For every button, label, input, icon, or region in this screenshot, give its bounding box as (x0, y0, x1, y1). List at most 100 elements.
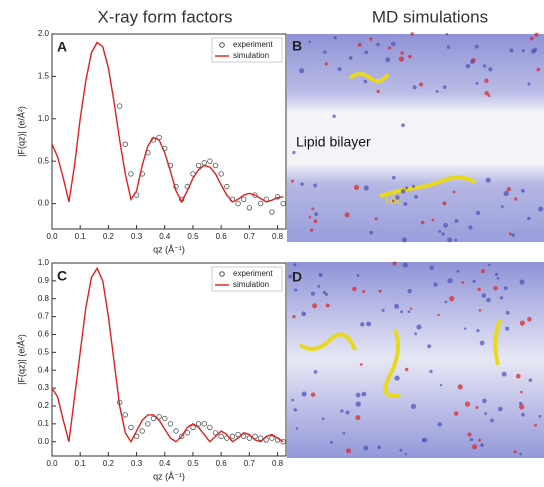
data-point (145, 421, 151, 427)
atom (312, 303, 318, 309)
atom (442, 201, 447, 206)
atom (534, 423, 538, 427)
atom (403, 201, 408, 206)
atom (467, 432, 472, 437)
atom (454, 238, 458, 242)
atom (318, 272, 323, 278)
legend-symbol (219, 271, 225, 277)
atom (404, 453, 408, 456)
atom (308, 215, 312, 219)
atom (308, 40, 311, 44)
data-point (252, 433, 258, 440)
x-tick-label: 0.7 (244, 459, 256, 468)
atom (416, 324, 422, 330)
x-tick-label: 0.3 (131, 232, 143, 241)
atom (418, 82, 424, 87)
legend-symbol (219, 42, 225, 48)
atom (528, 378, 533, 382)
atom (519, 279, 525, 285)
atom (310, 291, 316, 296)
atom (465, 63, 471, 69)
y-tick-label: 1.0 (38, 258, 50, 267)
atom (431, 218, 435, 222)
atom (503, 190, 509, 197)
legend-box (211, 266, 283, 292)
atom (437, 313, 440, 317)
atom (369, 230, 374, 235)
atom (310, 392, 316, 397)
atom (342, 431, 346, 435)
atom (538, 206, 544, 212)
x-tick-label: 0.1 (75, 232, 87, 241)
atom (381, 308, 385, 312)
atom (520, 390, 523, 394)
atom (527, 316, 532, 322)
atom (299, 68, 305, 74)
atom (521, 49, 525, 53)
data-point (122, 412, 129, 418)
atom (377, 445, 382, 449)
panel-label: C (57, 268, 67, 284)
atom (402, 262, 408, 268)
atom (401, 237, 407, 243)
atom (486, 297, 491, 303)
plot-frame (51, 33, 287, 230)
atom (447, 278, 453, 284)
atom (508, 232, 512, 236)
atom (401, 123, 405, 128)
membrane-image (287, 262, 544, 458)
atom (400, 310, 404, 314)
x-axis-label: qz (Å⁻¹) (153, 244, 185, 254)
peptide (348, 72, 390, 84)
panel-label: A (57, 39, 67, 55)
atom (464, 401, 471, 407)
atom (482, 398, 487, 404)
atom (378, 289, 382, 293)
data-point (257, 435, 264, 441)
atom (420, 220, 425, 225)
data-point (280, 439, 286, 445)
x-tick-label: 0.5 (187, 459, 199, 468)
atom (410, 403, 417, 409)
atom (538, 414, 542, 418)
atom (410, 32, 415, 36)
y-tick-label: 2.0 (38, 29, 50, 38)
atom (478, 438, 481, 442)
atom (412, 85, 417, 90)
atom (469, 437, 474, 442)
data-point (122, 141, 129, 147)
data-point (212, 430, 219, 436)
data-point (150, 415, 157, 422)
legend-box (211, 37, 283, 63)
x-tick-label: 0.3 (131, 459, 143, 468)
atom (497, 406, 503, 412)
data-point (195, 162, 202, 169)
atom (482, 64, 487, 68)
atom (470, 59, 475, 64)
atom (323, 50, 327, 54)
legend-label: experiment (233, 40, 273, 49)
atom (311, 207, 315, 211)
atom (489, 418, 494, 423)
data-point (207, 424, 213, 431)
atom (395, 195, 400, 200)
y-axis-label: |F(qz)| (e/Å²) (16, 106, 26, 157)
atom (404, 367, 409, 372)
atom (333, 36, 337, 40)
atom (405, 186, 409, 190)
atom (480, 443, 484, 447)
atom (361, 391, 367, 397)
data-point (184, 430, 191, 436)
y-tick-label: 0.6 (38, 330, 50, 339)
y-tick-label: 0.9 (38, 276, 50, 285)
atom (398, 56, 405, 62)
data-point (139, 428, 145, 434)
atom (500, 205, 504, 209)
atom (363, 445, 369, 451)
atom (447, 237, 453, 243)
atom (409, 307, 413, 311)
atom (445, 32, 449, 36)
data-point (218, 433, 224, 440)
plot-area (51, 266, 286, 445)
